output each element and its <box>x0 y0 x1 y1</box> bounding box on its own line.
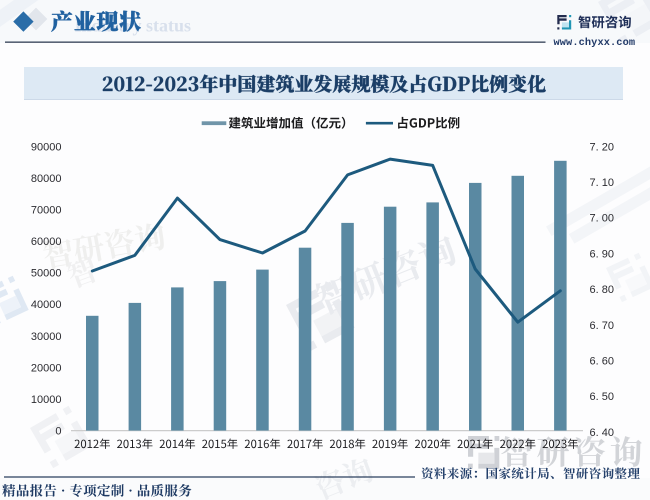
svg-text:10000: 10000 <box>31 394 62 406</box>
svg-text:50000: 50000 <box>31 268 62 280</box>
svg-text:7. 10: 7. 10 <box>590 177 614 189</box>
svg-text:60000: 60000 <box>31 236 62 248</box>
svg-text:6. 50: 6. 50 <box>590 391 614 403</box>
svg-text:70000: 70000 <box>31 205 62 217</box>
svg-text:90000: 90000 <box>31 141 62 153</box>
svg-text:80000: 80000 <box>31 173 62 185</box>
svg-text:6. 80: 6. 80 <box>590 284 614 296</box>
svg-text:6. 70: 6. 70 <box>590 320 614 332</box>
svg-text:40000: 40000 <box>31 299 62 311</box>
svg-text:7. 00: 7. 00 <box>590 213 614 225</box>
svg-text:www.chyxx.com: www.chyxx.com <box>554 37 636 49</box>
svg-text:6. 60: 6. 60 <box>590 356 614 368</box>
svg-text:7. 20: 7. 20 <box>590 141 614 153</box>
svg-text:6. 40: 6. 40 <box>590 427 614 439</box>
svg-text:30000: 30000 <box>31 331 62 343</box>
svg-text:6. 90: 6. 90 <box>590 248 614 260</box>
svg-text:20000: 20000 <box>31 362 62 374</box>
svg-text:0: 0 <box>55 426 61 438</box>
